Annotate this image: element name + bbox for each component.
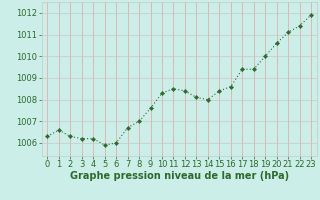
X-axis label: Graphe pression niveau de la mer (hPa): Graphe pression niveau de la mer (hPa) — [70, 171, 289, 181]
